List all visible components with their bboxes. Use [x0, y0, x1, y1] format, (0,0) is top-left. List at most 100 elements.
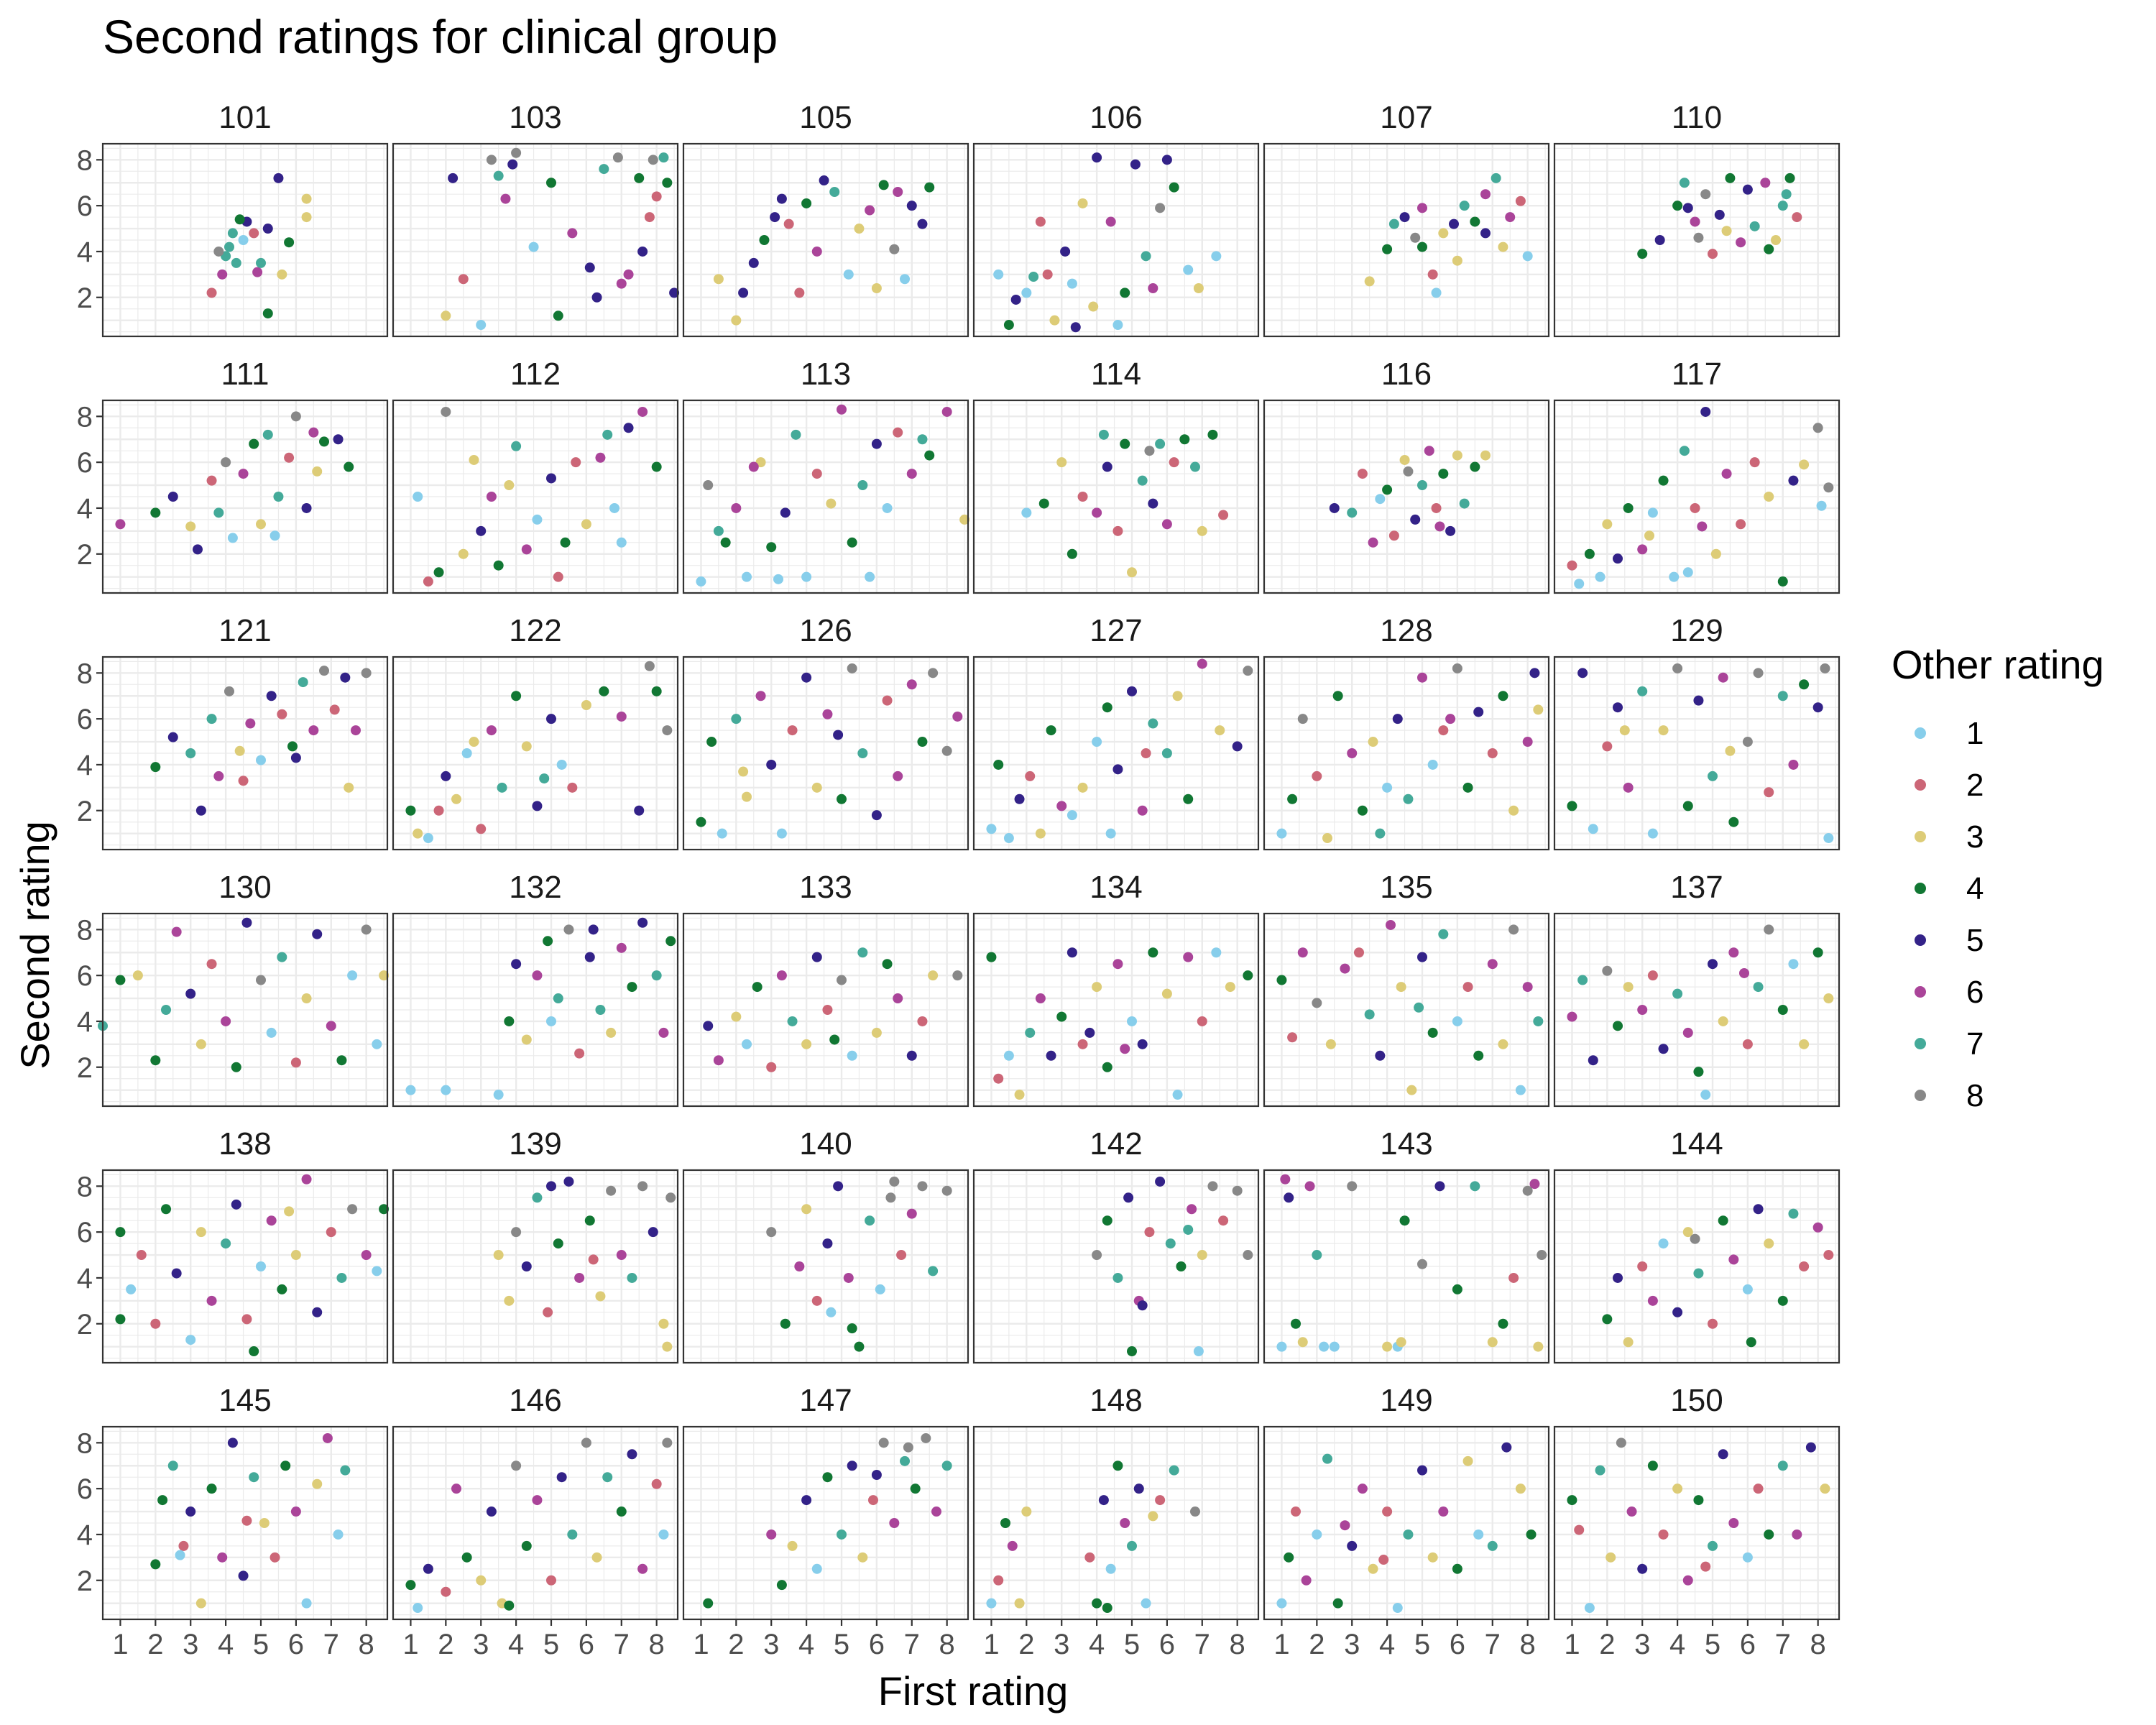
data-point: [1637, 544, 1648, 555]
data-point: [553, 993, 563, 1004]
data-point: [1708, 770, 1718, 781]
data-point: [1102, 1062, 1112, 1072]
data-point: [405, 805, 416, 816]
facet-label: 107: [1380, 100, 1432, 135]
panel-grid: [683, 914, 968, 1106]
data-point: [1693, 1268, 1704, 1279]
data-point: [826, 1307, 837, 1317]
data-point: [637, 1563, 648, 1574]
data-point: [252, 267, 263, 277]
data-point: [713, 525, 724, 536]
data-point: [801, 571, 812, 582]
data-point: [1498, 1039, 1508, 1049]
data-point: [511, 959, 522, 970]
data-point: [270, 1552, 280, 1563]
data-point: [1120, 288, 1130, 298]
data-point: [1092, 1250, 1102, 1261]
data-point: [703, 1021, 714, 1031]
data-point: [1588, 824, 1598, 834]
data-point: [521, 741, 532, 752]
facet-panel: 112: [392, 356, 679, 594]
data-point: [1105, 216, 1116, 227]
data-point: [1438, 1506, 1449, 1517]
data-point: [284, 237, 295, 248]
data-point: [1403, 466, 1414, 477]
panel-border: [101, 912, 389, 1108]
facet-label: 128: [1380, 613, 1432, 648]
y-tick-label: 2: [77, 1309, 93, 1340]
data-point: [623, 269, 634, 280]
data-point: [928, 1266, 939, 1276]
data-point: [1602, 519, 1613, 530]
data-point: [1533, 704, 1544, 715]
panel-border: [1263, 142, 1550, 338]
data-point: [1386, 919, 1396, 930]
data-point: [1399, 212, 1410, 223]
data-point: [1784, 172, 1795, 183]
data-point: [811, 952, 822, 962]
panel-border: [972, 656, 1260, 851]
facet-panel: 129: [1553, 613, 1841, 851]
data-point: [871, 438, 882, 449]
points: [766, 1176, 952, 1352]
data-point: [567, 1529, 578, 1540]
data-point: [1112, 525, 1123, 536]
data-point: [150, 507, 161, 518]
data-point: [150, 1559, 161, 1570]
data-point: [1388, 530, 1399, 541]
data-point: [1060, 246, 1071, 257]
data-point: [1417, 242, 1427, 252]
data-point: [1533, 1341, 1544, 1352]
data-point: [811, 246, 822, 257]
facet-label: 146: [509, 1383, 561, 1418]
data-point: [193, 544, 203, 555]
facet-label: 130: [218, 870, 271, 905]
data-point: [1312, 998, 1322, 1008]
x-tick-label: 2: [1018, 1629, 1034, 1660]
data-point: [1297, 1337, 1308, 1348]
data-point: [1823, 833, 1834, 844]
data-point: [1396, 982, 1406, 993]
data-point: [889, 244, 900, 254]
data-point: [1403, 794, 1414, 804]
facet-label: 143: [1380, 1126, 1432, 1162]
data-point: [1297, 947, 1308, 958]
data-point: [1595, 1465, 1606, 1476]
panel-border: [1553, 1425, 1841, 1621]
data-point: [1679, 446, 1690, 456]
data-point: [1003, 833, 1014, 844]
panel-grid: [973, 144, 1258, 336]
panel-border: [392, 1169, 679, 1364]
data-point: [1708, 1540, 1718, 1551]
x-tick-label: 7: [323, 1629, 339, 1660]
data-point: [637, 1181, 648, 1192]
data-point: [1014, 794, 1025, 804]
data-point: [521, 1261, 532, 1271]
data-point: [952, 711, 963, 722]
data-point: [1480, 189, 1491, 200]
facet-label: 105: [799, 100, 852, 135]
data-point: [290, 1057, 301, 1068]
data-point: [1682, 1227, 1693, 1238]
data-point: [1487, 1337, 1498, 1348]
data-point: [171, 1268, 182, 1279]
x-tick-label: 5: [1414, 1629, 1430, 1660]
data-point: [819, 175, 829, 186]
data-point: [1322, 1453, 1332, 1464]
data-point: [986, 952, 997, 962]
data-point: [1588, 1055, 1598, 1066]
data-point: [185, 1335, 196, 1346]
data-point: [1003, 1050, 1014, 1061]
data-point: [308, 427, 319, 438]
data-point: [195, 1039, 206, 1049]
panel-grid: [392, 1170, 678, 1363]
data-point: [451, 794, 461, 804]
data-point: [801, 1204, 812, 1215]
data-point: [1805, 1442, 1816, 1453]
data-point: [1137, 1039, 1148, 1049]
data-point: [1183, 1224, 1194, 1235]
data-point: [1619, 725, 1630, 736]
panel-border: [392, 912, 679, 1108]
data-point: [347, 1204, 358, 1215]
data-point: [413, 828, 423, 839]
